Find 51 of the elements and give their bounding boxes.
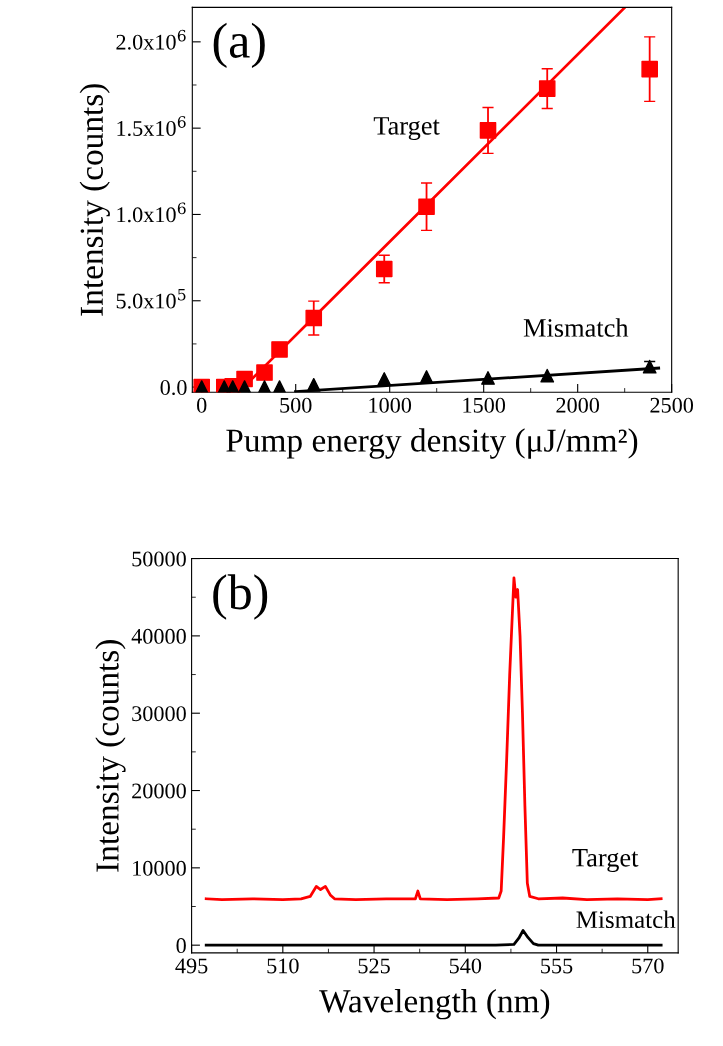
point — [377, 372, 392, 386]
annotation: Mismatch — [523, 318, 629, 337]
point — [375, 260, 393, 278]
x-tick-label: 510 — [267, 958, 299, 974]
annotation: Mismatch — [576, 910, 676, 929]
y-axis-title: Intensity (counts) — [79, 84, 110, 316]
point — [641, 60, 658, 78]
x-tick-label: 1500 — [463, 397, 506, 413]
point — [271, 341, 288, 358]
point — [419, 370, 434, 384]
x-tick-label: 1000 — [369, 397, 412, 413]
point — [479, 122, 497, 139]
y-axis-title: Intensity (counts) — [95, 640, 126, 872]
x-tick-label: 2000 — [556, 397, 600, 413]
x-tick-label: 555 — [541, 958, 573, 974]
y-tick-label: 1.5x10$^{6}$ — [117, 116, 186, 137]
y-tick-label: 40000 — [131, 628, 186, 644]
y-tick-label: 50000 — [132, 551, 186, 567]
point — [272, 380, 287, 393]
point — [257, 380, 272, 393]
x-tick-label: 540 — [449, 958, 482, 974]
x-axis-title: Pump energy density (μJ/mm²) — [226, 428, 638, 459]
annotation: (b) — [213, 574, 268, 620]
annotation: Target — [572, 849, 639, 873]
point — [481, 371, 495, 385]
point — [540, 368, 555, 383]
point — [642, 359, 657, 374]
y-tick-label: 20000 — [132, 783, 186, 799]
y-tick-label: 2.0x10$^{6}$ — [116, 29, 186, 50]
y-tick-label: 10000 — [133, 860, 186, 876]
point — [256, 364, 273, 381]
y-tick-label: 5.0x10$^{5}$ — [116, 288, 186, 309]
x-tick-label: 495 — [175, 958, 208, 974]
x-tick-label: 500 — [280, 397, 312, 413]
y-tick-label: 0.0 — [160, 380, 187, 396]
point — [538, 80, 556, 97]
x-axis-title: Wavelength (nm) — [319, 989, 550, 1020]
point — [418, 198, 435, 215]
x-tick-label: 0 — [197, 397, 207, 413]
x-tick-label: 525 — [358, 958, 390, 974]
annotation: Target — [373, 117, 440, 141]
y-tick-label: 30000 — [132, 706, 186, 722]
y-tick-label: 0 — [176, 938, 186, 954]
point — [305, 309, 323, 327]
y-tick-label: 1.0x10$^{6}$ — [117, 202, 186, 223]
point — [306, 377, 321, 392]
x-tick-label: 2500 — [650, 397, 694, 413]
line-series — [204, 576, 663, 901]
point — [237, 380, 252, 393]
x-tick-label: 570 — [632, 958, 664, 974]
annotation: (a) — [213, 22, 265, 69]
